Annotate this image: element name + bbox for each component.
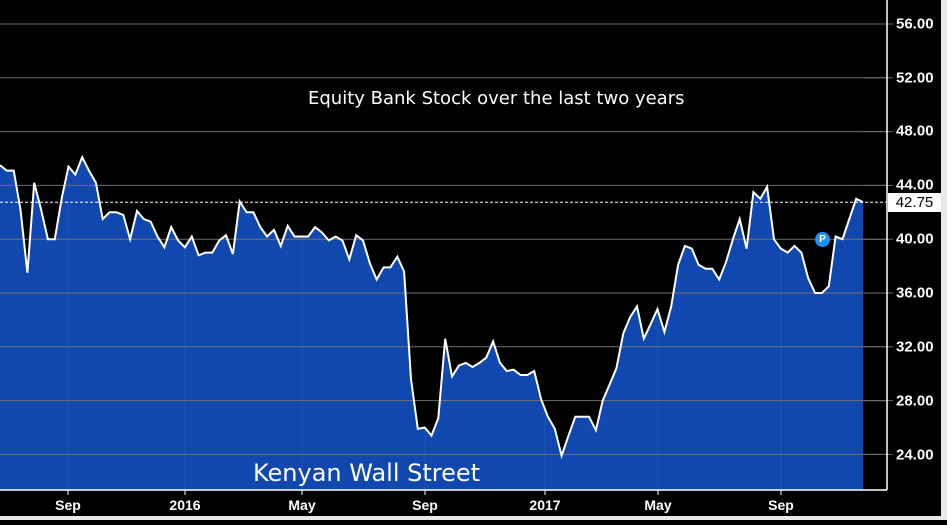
x-tick-label: May [288, 497, 316, 513]
event-marker-icon[interactable]: P [815, 232, 830, 247]
last-price-badge: 42.75 [888, 193, 941, 212]
scrollbar-track [941, 0, 947, 520]
bottom-edge [0, 516, 947, 520]
y-tick-label: 28.00 [896, 392, 934, 410]
x-tick-label: Sep [768, 497, 794, 513]
y-tick-label: 40.00 [896, 230, 934, 248]
x-tick-label: Sep [55, 497, 81, 513]
x-tick-label: 2017 [529, 497, 561, 513]
x-tick-label: May [644, 497, 672, 513]
y-tick-label: 44.00 [896, 176, 934, 194]
area-mask [0, 0, 863, 456]
y-tick-label: 48.00 [896, 122, 934, 140]
chart-title: Equity Bank Stock over the last two year… [308, 88, 685, 109]
area-fill [0, 157, 863, 490]
y-tick-label: 56.00 [896, 15, 934, 33]
y-tick-label: 32.00 [896, 338, 934, 356]
watermark: Kenyan Wall Street [253, 459, 481, 487]
x-tick-label: Sep [412, 497, 438, 513]
y-tick-label: 52.00 [896, 69, 934, 87]
y-tick-label: 36.00 [896, 284, 934, 302]
x-tick-label: 2016 [169, 497, 201, 513]
y-tick-label: 24.00 [896, 446, 934, 464]
price-line [0, 154, 864, 460]
